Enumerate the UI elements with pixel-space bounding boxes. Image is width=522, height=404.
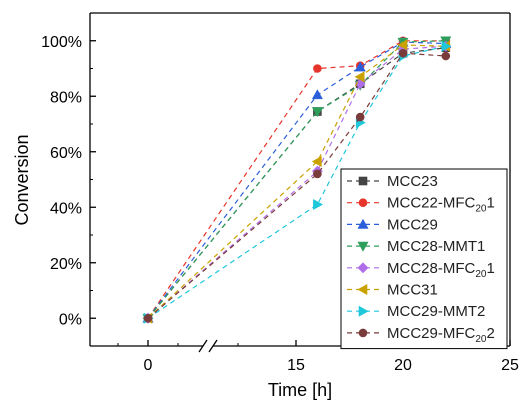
data-point xyxy=(354,71,365,83)
series-MCC29-MFC202 xyxy=(143,48,451,323)
x-tick-label: 20 xyxy=(394,357,412,374)
data-point xyxy=(354,61,366,72)
legend-marker xyxy=(358,198,368,207)
legend-label: MCC22-MFC201 xyxy=(387,195,495,215)
data-point xyxy=(398,48,408,58)
series-line xyxy=(147,45,446,319)
data-point xyxy=(441,51,451,61)
series-line xyxy=(147,45,446,319)
x-tick-label: 25 xyxy=(501,357,519,374)
y-axis: 0% 20% 40% 60% 80% 100% xyxy=(41,34,96,328)
legend-marker xyxy=(358,176,368,186)
legend-marker xyxy=(358,328,368,338)
data-point xyxy=(355,112,365,122)
legend-label: MCC29-MMT2 xyxy=(387,303,485,320)
y-tick-label: 100% xyxy=(41,34,82,51)
legend-marker xyxy=(358,305,369,317)
y-tick-label: 20% xyxy=(50,256,82,273)
legend-marker xyxy=(357,262,369,274)
y-tick-label: 80% xyxy=(50,89,82,106)
data-point xyxy=(311,155,322,167)
legend-marker xyxy=(357,283,368,296)
y-axis-title: Conversion xyxy=(12,134,32,225)
axis-break-mark-2 xyxy=(208,339,218,353)
data-point xyxy=(311,89,323,100)
data-point xyxy=(143,313,153,323)
legend-label: MCC28-MFC201 xyxy=(387,260,495,280)
legend-box xyxy=(340,168,508,350)
data-point xyxy=(311,107,323,118)
x-tick-label: 15 xyxy=(287,357,305,374)
data-point xyxy=(441,40,452,52)
legend-label: MCC29-MFC202 xyxy=(387,325,495,345)
y-tick-label: 40% xyxy=(50,200,82,217)
data-point xyxy=(313,64,322,73)
y-tick-label: 60% xyxy=(50,145,82,162)
legend-marker xyxy=(357,218,369,229)
legend-item: MCC29 xyxy=(347,216,438,233)
series-layer xyxy=(142,36,452,324)
legend-item: MCC22-MFC201 xyxy=(347,195,495,215)
data-point xyxy=(313,198,324,210)
legend-label: MCC29 xyxy=(387,216,438,233)
x-tick-label: 0 xyxy=(144,357,153,374)
axis-break-mark-1 xyxy=(198,339,208,353)
legend-item: MCC28-MMT1 xyxy=(347,238,485,255)
series-line xyxy=(147,52,446,319)
legend-marker xyxy=(357,241,369,252)
legend-item: MCC28-MFC201 xyxy=(347,260,495,280)
legend-item: MCC29-MMT2 xyxy=(347,303,485,320)
legend-label: MCC28-MMT1 xyxy=(387,238,485,255)
data-point xyxy=(313,169,322,179)
legend-item: MCC23 xyxy=(347,173,438,190)
data-point xyxy=(397,39,408,51)
legend-item: MCC29-MFC202 xyxy=(347,325,495,345)
legend-label: MCC23 xyxy=(387,173,438,190)
legend-item: MCC31 xyxy=(347,282,438,299)
y-tick-label: 0% xyxy=(59,311,82,328)
legend-label: MCC31 xyxy=(387,282,438,299)
x-axis-title: Time [h] xyxy=(268,380,332,400)
